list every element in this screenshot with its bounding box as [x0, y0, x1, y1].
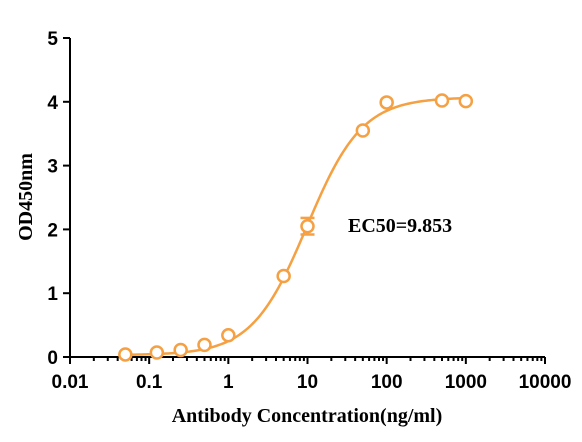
y-axis-ticks: 0 1 2 3 4 5 [47, 29, 70, 369]
x-tick-label: 1000 [445, 372, 487, 393]
data-points [118, 93, 474, 362]
x-tick-label: 100 [371, 372, 403, 393]
x-tick-label: 1 [223, 372, 234, 393]
y-tick-label: 4 [47, 93, 58, 114]
data-point [173, 342, 188, 358]
x-axis-ticks: 0.01 0.1 1 10 100 1000 10000 [52, 357, 572, 393]
data-point [379, 95, 394, 110]
x-tick-label: 0.1 [136, 372, 163, 393]
data-point [221, 328, 236, 343]
x-axis-title: Antibody Concentration(ng/ml) [172, 405, 443, 427]
y-tick-label: 1 [47, 284, 58, 305]
data-point [300, 218, 315, 234]
y-tick-label: 0 [47, 348, 58, 369]
x-tick-label: 10 [297, 372, 318, 393]
data-point [355, 123, 371, 138]
ec50-annotation: EC50=9.853 [348, 215, 452, 237]
y-tick-label: 5 [47, 29, 58, 50]
y-axis-title: OD450nm [15, 153, 37, 241]
x-tick-label: 10000 [519, 372, 572, 393]
data-point [118, 347, 133, 362]
data-point [434, 93, 450, 108]
data-point [197, 337, 212, 353]
data-point [149, 345, 165, 360]
data-point [458, 93, 474, 109]
y-tick-label: 3 [47, 157, 58, 178]
x-tick-label: 0.01 [52, 372, 89, 393]
y-tick-label: 2 [47, 220, 58, 241]
data-point [276, 268, 291, 284]
